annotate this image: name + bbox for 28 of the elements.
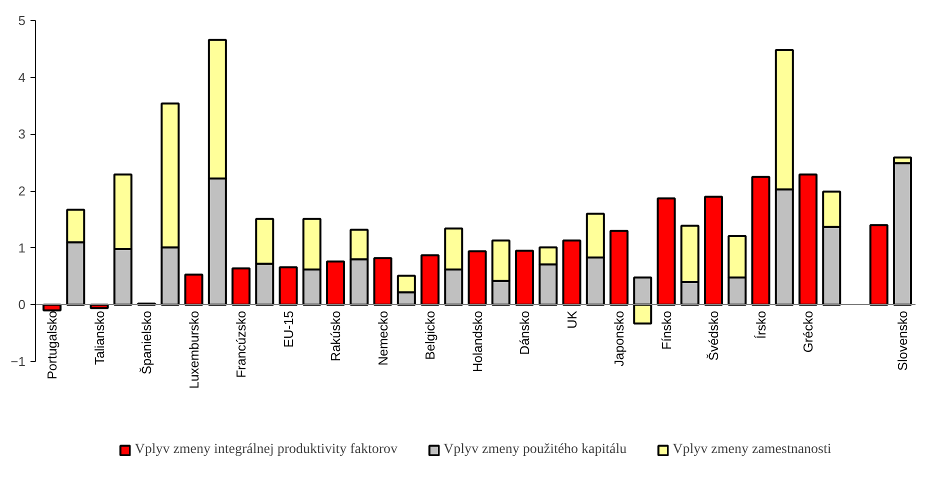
legend-label: Vplyv zmeny zamestnanosti: [672, 442, 832, 458]
y-tick-label: 5: [18, 13, 26, 28]
x-tick-label: Holandsko: [470, 310, 485, 372]
x-tick-label: Nemecko: [375, 310, 390, 366]
x-tick-label: Grécko: [800, 310, 816, 353]
y-tick-label: −1: [10, 354, 26, 370]
x-tick-label: UK: [564, 310, 580, 329]
x-tick-label: Luxembursko: [186, 310, 202, 389]
x-tick-label: Taliansko: [92, 310, 107, 365]
x-tick-label: Japonsko: [612, 310, 627, 366]
x-tick-label: Portugalsko: [44, 310, 60, 380]
x-tick-label: Rakúsko: [328, 310, 344, 362]
y-tick-label: 0: [18, 297, 26, 312]
x-tick-label: Írsko: [753, 310, 768, 339]
x-tick-label: EU-15: [280, 310, 296, 348]
x-tick-label: Španielsko: [139, 310, 154, 374]
y-tick-label: 4: [18, 70, 26, 85]
x-tick-label: Švédsko: [706, 310, 722, 361]
x-tick-label: Fínsko: [658, 310, 674, 350]
legend-label: Vplyv zmeny integrálnej produktivity faktorov: [134, 442, 398, 458]
x-tick-label: Belgicko: [422, 310, 438, 360]
legend-label: Vplyv zmeny použitého kapitálu: [444, 442, 627, 458]
y-tick-label: 1: [18, 240, 26, 256]
x-tick-label: Slovensko: [895, 310, 910, 371]
y-tick-label: 2: [18, 184, 26, 199]
y-tick-label: 3: [18, 126, 26, 142]
x-tick-label: Dánsko: [517, 310, 532, 355]
x-tick-label: Francúzsko: [234, 310, 249, 378]
